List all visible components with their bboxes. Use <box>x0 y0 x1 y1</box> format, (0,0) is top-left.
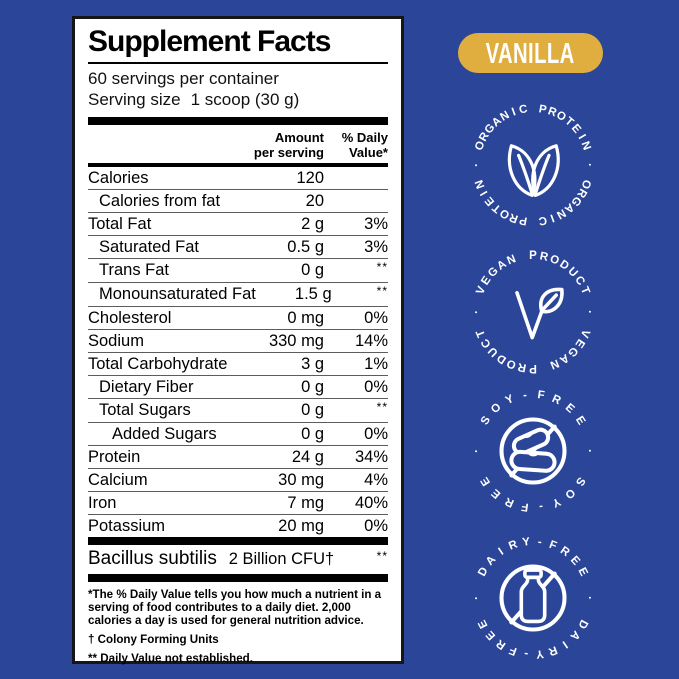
nutrient-daily-value: 0% <box>364 517 388 535</box>
nutrient-row: Iron 7 mg 40% <box>88 491 388 514</box>
nutrient-amount: 20 <box>305 192 324 210</box>
nutrient-amount: 0 g <box>301 261 324 279</box>
nutrient-name: Dietary Fiber <box>99 378 194 396</box>
flavor-label: VANILLA <box>485 35 576 69</box>
nutrient-amount: 7 mg <box>287 494 324 512</box>
no-soy-icon <box>488 406 578 496</box>
nutrient-amount: 24 g <box>291 448 324 466</box>
daily-value-column-header: % Daily Value* <box>341 130 388 160</box>
thick-divider <box>88 537 388 545</box>
nutrient-amount: 0 g <box>301 401 324 419</box>
nutrient-name: Calories from fat <box>99 192 221 210</box>
probiotic-dv: ** <box>376 549 388 563</box>
nutrient-amount: 0.5 g <box>287 238 324 256</box>
nutrient-daily-value: ** <box>376 284 388 298</box>
nutrient-row: Dietary Fiber 0 g 0% <box>88 375 388 398</box>
nutrient-amount: 0 g <box>301 425 324 443</box>
nutrient-name: Total Carbohydrate <box>88 355 228 373</box>
nutrient-row: Cholesterol 0 mg 0% <box>88 306 388 329</box>
probiotic-amount: 2 Billion CFU† <box>228 550 335 568</box>
nutrient-amount: 330 mg <box>268 332 324 350</box>
nutrient-row: Sodium 330 mg 14% <box>88 329 388 352</box>
nutrient-daily-value: 34% <box>354 448 388 466</box>
nutrient-row: Calcium 30 mg 4% <box>88 468 388 491</box>
nutrient-name: Calories <box>88 169 149 187</box>
nutrient-row: Calories 120 <box>88 167 388 189</box>
nutrient-name: Iron <box>88 494 117 512</box>
probiotic-row: Bacillus subtilis 2 Billion CFU† ** <box>88 545 388 574</box>
nutrient-row: Trans Fat 0 g ** <box>88 258 388 282</box>
vegan-leaf-icon <box>493 272 573 352</box>
nutrient-name: Added Sugars <box>112 425 217 443</box>
nutrient-daily-value: ** <box>376 400 388 414</box>
nutrient-amount: 120 <box>296 169 324 187</box>
nutrient-amount: 0 g <box>301 378 324 396</box>
nutrient-daily-value: ** <box>376 260 388 274</box>
footnote-daily-value: *The % Daily Value tells you how much a … <box>88 588 382 627</box>
nutrient-amount: 2 g <box>301 215 324 233</box>
nutrient-rows: Calories 120 Calories from fat 20 Total … <box>88 167 388 537</box>
nutrient-row: Calories from fat 20 <box>88 189 388 212</box>
thick-divider <box>88 574 388 582</box>
nutrient-row: Protein 24 g 34% <box>88 445 388 468</box>
title-divider <box>88 62 388 64</box>
nutrient-amount: 30 mg <box>278 471 324 489</box>
supplement-facts-title: Supplement Facts <box>88 25 331 58</box>
nutrient-row: Total Fat 2 g 3% <box>88 212 388 235</box>
nutrient-name: Saturated Fat <box>99 238 199 256</box>
footnotes: *The % Daily Value tells you how much a … <box>88 582 388 665</box>
nutrient-daily-value: 1% <box>364 355 388 373</box>
nutrient-amount: 1.5 g <box>294 285 332 303</box>
serving-size-label: Serving size <box>88 90 181 109</box>
nutrient-row: Added Sugars 0 g 0% <box>88 422 388 445</box>
nutrient-amount: 0 mg <box>287 309 324 327</box>
nutrient-name: Total Fat <box>88 215 152 233</box>
nutrient-daily-value: 4% <box>364 471 388 489</box>
nutrient-row: Total Carbohydrate 3 g 1% <box>88 352 388 375</box>
probiotic-name: Bacillus subtilis <box>88 548 217 569</box>
nutrient-amount: 20 mg <box>278 517 324 535</box>
nutrient-daily-value: 0% <box>364 309 388 327</box>
footnote-cfu: † Colony Forming Units <box>88 633 219 646</box>
nutrient-name: Trans Fat <box>99 261 169 279</box>
column-headers: Amount per serving % Daily Value* <box>88 125 388 163</box>
nutrient-amount: 3 g <box>301 355 324 373</box>
nutrient-daily-value: 40% <box>354 494 388 512</box>
amount-column-header: Amount per serving <box>253 130 324 160</box>
serving-size-line: Serving size 1 scoop (30 g) <box>88 89 388 110</box>
servings-per-container: 60 servings per container <box>88 69 279 88</box>
nutrient-daily-value: 14% <box>354 332 388 350</box>
nutrient-daily-value: 0% <box>364 425 388 443</box>
footnote-not-established: ** Daily Value not established. <box>88 652 253 665</box>
no-dairy-icon <box>488 553 578 643</box>
nutrient-row: Saturated Fat 0.5 g 3% <box>88 235 388 258</box>
nutrient-row: Potassium 20 mg 0% <box>88 514 388 537</box>
nutrient-name: Sodium <box>88 332 144 350</box>
leaves-icon <box>493 125 573 205</box>
nutrient-daily-value: 3% <box>364 238 388 256</box>
nutrient-name: Protein <box>88 448 141 466</box>
nutrient-name: Potassium <box>88 517 166 535</box>
nutrient-row: Monounsaturated Fat 1.5 g ** <box>88 282 388 306</box>
medium-divider <box>88 163 388 167</box>
nutrient-name: Total Sugars <box>99 401 191 419</box>
nutrient-name: Calcium <box>88 471 148 489</box>
nutrient-name: Monounsaturated Fat <box>99 285 256 303</box>
nutrient-daily-value: 3% <box>364 215 388 233</box>
flavor-badge-vanilla: VANILLA <box>458 33 603 73</box>
thick-divider <box>88 117 388 125</box>
nutrient-name: Cholesterol <box>88 309 172 327</box>
nutrient-row: Total Sugars 0 g ** <box>88 398 388 422</box>
nutrient-daily-value: 0% <box>364 378 388 396</box>
serving-size-value: 1 scoop (30 g) <box>190 90 300 109</box>
supplement-facts-panel: Supplement Facts 60 servings per contain… <box>72 16 404 665</box>
